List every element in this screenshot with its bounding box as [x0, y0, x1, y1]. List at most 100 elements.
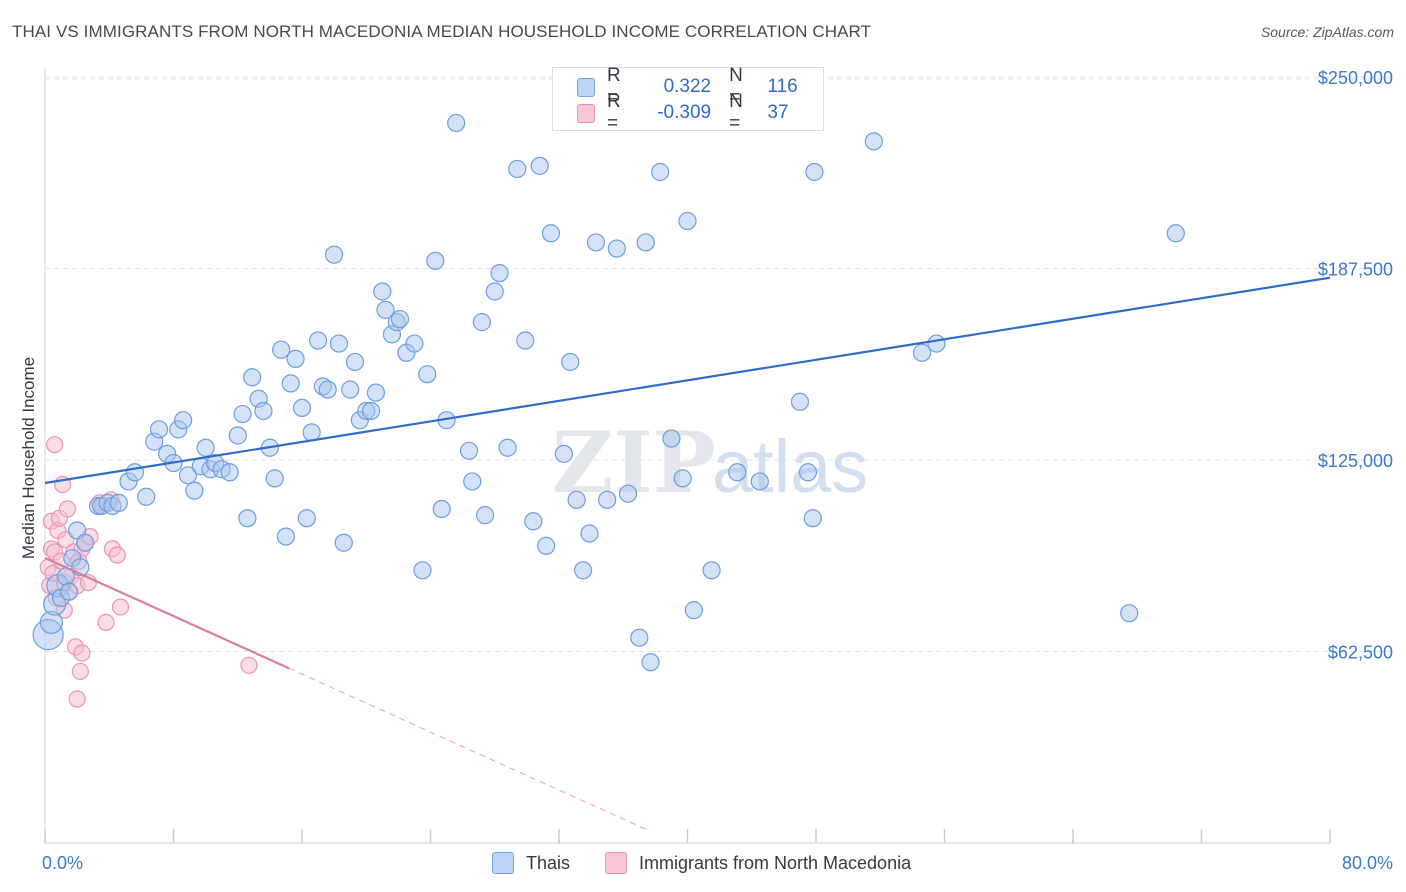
data-point-thais	[413, 561, 432, 580]
data-point-thais	[641, 653, 660, 672]
data-point-thais	[1120, 604, 1139, 623]
data-point-thais	[803, 509, 822, 528]
legend-r-label: R =	[606, 65, 621, 108]
legend-swatch-blue	[577, 77, 595, 97]
data-point-thais	[286, 349, 305, 368]
trend-line-macedonia	[44, 557, 290, 670]
data-point-thais	[243, 368, 262, 387]
x-tick-label: 80.0%	[1342, 853, 1393, 873]
data-point-thais	[636, 233, 655, 252]
data-point-thais	[373, 282, 392, 301]
data-point-macedonia	[68, 690, 86, 708]
data-point-thais	[228, 426, 247, 445]
data-point-thais	[265, 469, 284, 488]
data-point-thais	[567, 490, 586, 509]
data-point-macedonia	[97, 613, 115, 631]
data-point-thais	[254, 401, 273, 421]
data-point-thais	[864, 132, 883, 151]
trend-line-thais	[44, 276, 1331, 485]
correlation-legend: R = 0.322 N = 116 R = -0.309 N = 37	[552, 65, 824, 134]
data-point-thais	[498, 438, 517, 457]
data-point-thais	[702, 561, 721, 580]
data-point-thais	[561, 352, 580, 372]
data-point-thais	[476, 506, 495, 525]
chart-title: THAI VS IMMIGRANTS FROM NORTH MACEDONIA …	[12, 22, 872, 41]
data-point-macedonia	[111, 598, 130, 616]
data-point-thais	[196, 438, 215, 457]
data-point-thais	[76, 533, 95, 552]
data-point-thais	[790, 392, 810, 411]
data-point-thais	[524, 512, 543, 531]
data-point-macedonia	[58, 500, 77, 518]
legend-label-thais: Thais	[526, 852, 571, 873]
data-point-thais	[490, 263, 509, 283]
data-point-thais	[1166, 224, 1185, 243]
data-point-macedonia	[108, 546, 126, 564]
data-point-thais	[684, 601, 704, 620]
data-point-thais	[432, 499, 451, 519]
data-point-thais	[308, 331, 328, 350]
data-point-thais	[463, 472, 482, 491]
data-point-thais	[272, 340, 291, 359]
data-point-thais	[281, 374, 300, 393]
data-point-thais	[607, 239, 626, 258]
data-point-thais	[678, 211, 697, 231]
source-label: Source: ZipAtlas.com	[1260, 24, 1394, 40]
data-point-thais	[137, 487, 156, 506]
data-point-thais	[662, 429, 681, 448]
data-point-thais	[149, 420, 169, 439]
data-point-thais	[178, 466, 198, 485]
data-point-thais	[174, 411, 193, 430]
data-point-thais	[233, 404, 252, 424]
y-tick-label: $250,000	[1318, 68, 1393, 88]
data-point-macedonia	[73, 644, 91, 662]
legend-r-value: 0.322	[663, 76, 712, 97]
data-point-thais	[472, 313, 491, 332]
data-point-thais	[220, 463, 239, 482]
data-point-thais	[530, 156, 549, 175]
data-point-thais	[325, 245, 344, 264]
series-legend: Thais Immigrants from North Macedonia	[0, 850, 1406, 878]
legend-item-thais[interactable]: Thais	[492, 852, 570, 874]
axis-labels: $62,500 $125,000 $187,500 $250,000 0.0% 80.0%…	[19, 68, 1393, 873]
data-point-thais	[459, 441, 479, 460]
legend-row-macedonia: R = -0.309 N = 37	[577, 91, 823, 134]
legend-item-macedonia[interactable]: Immigrants from North Macedonia	[605, 852, 911, 874]
data-point-thais	[537, 536, 556, 555]
data-point-thais	[598, 490, 617, 509]
data-point-thais	[586, 233, 606, 252]
blue-points	[32, 113, 1185, 672]
data-point-thais	[390, 309, 410, 329]
data-point-thais	[927, 334, 946, 353]
data-point-thais	[485, 282, 504, 301]
data-point-macedonia	[71, 662, 89, 681]
data-point-thais	[59, 582, 79, 601]
data-point-thais	[516, 331, 535, 350]
data-point-thais	[318, 380, 337, 399]
y-tick-label: $62,500	[1328, 643, 1393, 663]
data-point-thais	[341, 380, 360, 399]
legend-r-label: R =	[606, 91, 621, 134]
data-point-thais	[125, 463, 145, 482]
data-point-thais	[109, 493, 128, 512]
data-point-thais	[573, 561, 593, 580]
legend-swatch-thais	[492, 852, 514, 874]
y-tick-label: $125,000	[1318, 451, 1393, 471]
y-axis-title: Median Household Income	[19, 357, 38, 559]
grid-lines	[45, 76, 1395, 652]
data-point-macedonia	[46, 436, 64, 454]
data-point-thais	[673, 469, 692, 488]
data-point-thais	[238, 509, 257, 528]
trend-line-macedonia-extension	[288, 667, 646, 830]
data-point-thais	[405, 334, 424, 353]
legend-n-label: N =	[729, 91, 743, 134]
x-tick-label: 0.0%	[42, 853, 83, 873]
trend-lines	[44, 276, 1331, 830]
data-point-thais	[185, 481, 204, 500]
data-point-thais	[276, 527, 296, 546]
legend-r-value: -0.309	[657, 102, 712, 123]
data-point-thais	[292, 398, 312, 418]
data-point-thais	[376, 300, 395, 319]
legend-label-macedonia: Immigrants from North Macedonia	[639, 852, 912, 873]
